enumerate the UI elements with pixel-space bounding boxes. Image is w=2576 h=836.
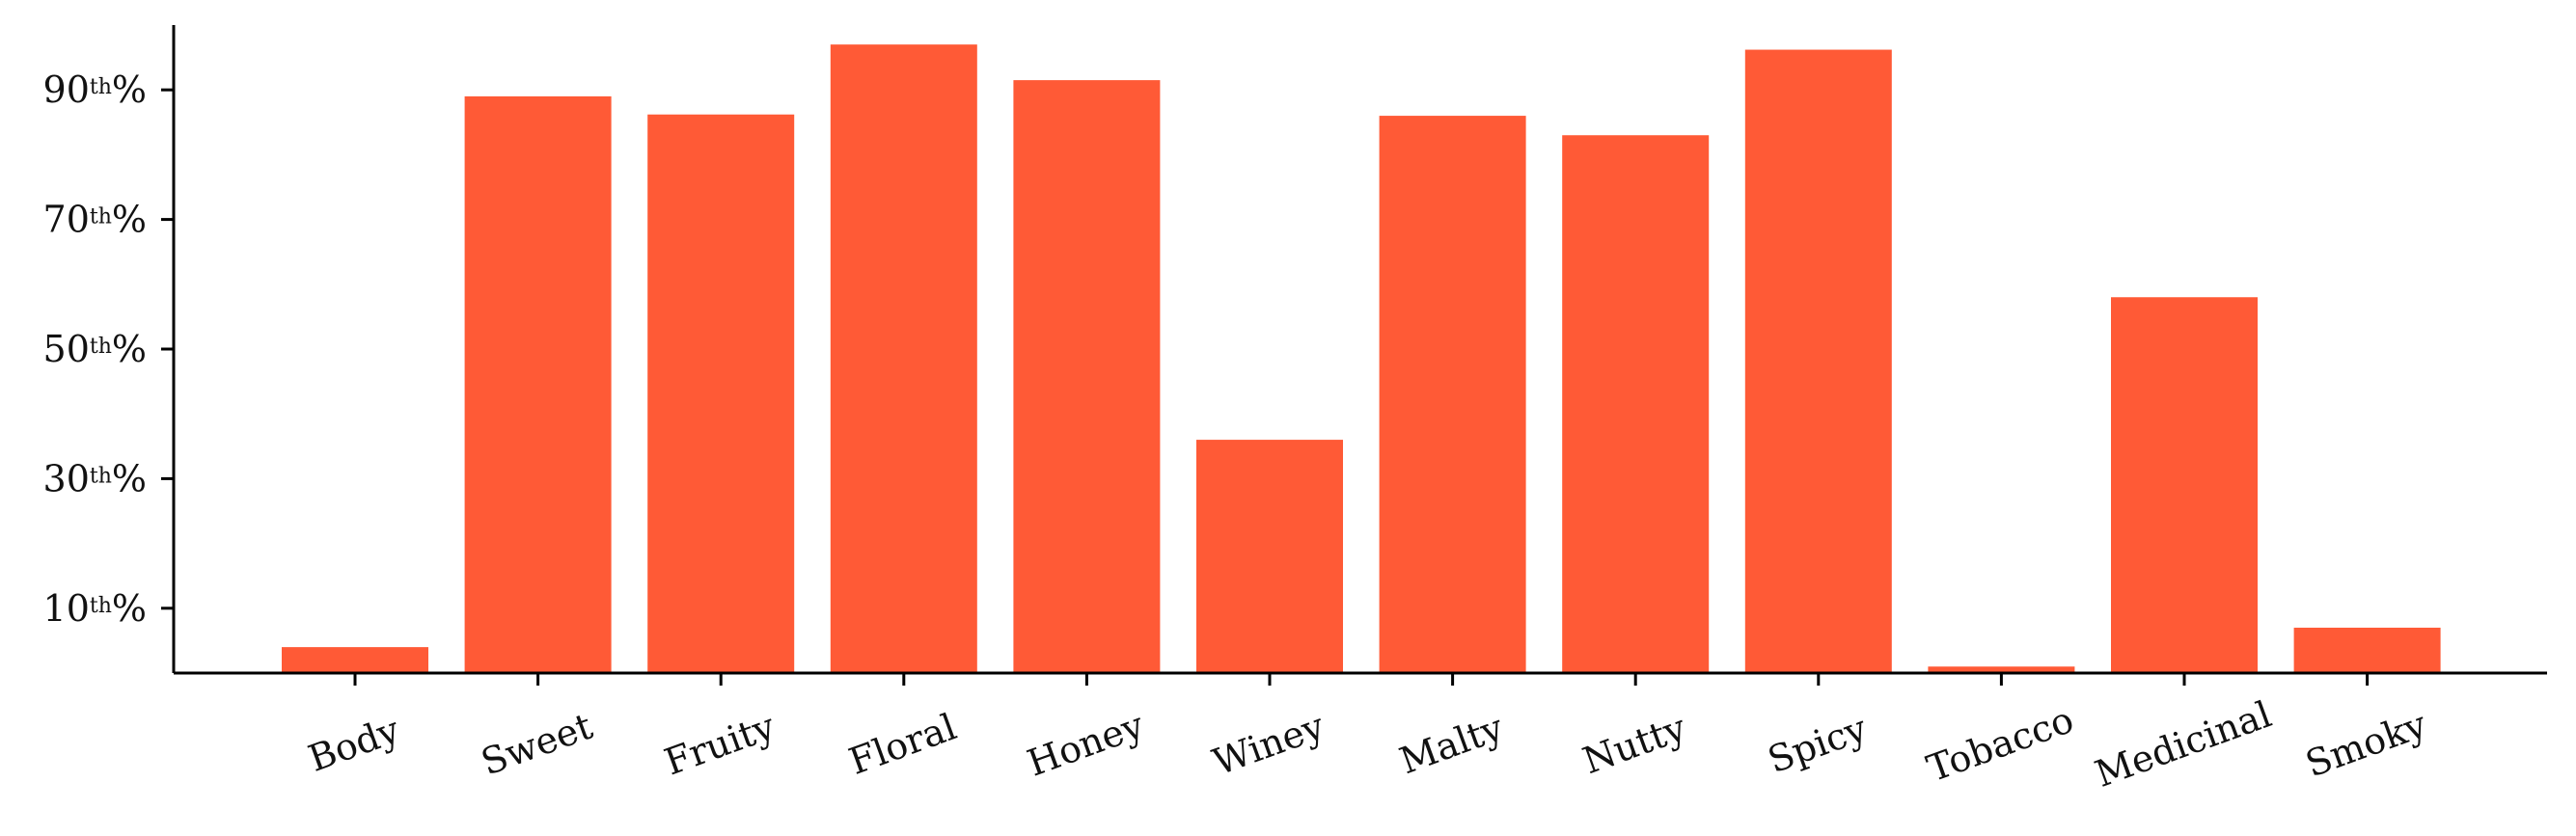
x-tick-label-malty: Malty [1394,706,1509,782]
x-tick-label-medicinal: Medicinal [2090,692,2277,796]
y-axis-ticks: 10th% 30th% 50th% 70th% 90th% [43,68,174,630]
bars-group [282,44,2441,674]
x-tick-label-floral: Floral [843,705,962,782]
y-tick-label-70: 70th% [43,199,147,241]
bar-fruity [647,114,795,673]
bar-nutty [1562,135,1710,674]
x-tick-label-smoky: Smoky [2300,703,2432,786]
bar-honey [1013,80,1161,674]
bar-body [282,647,428,673]
y-tick-label-50: 50th% [43,328,147,370]
x-axis-ticks: Body Sweet Fruity Floral Honey Winey Malty Nutt… [303,673,2432,796]
bar-malty [1379,116,1526,673]
x-tick-label-sweet: Sweet [476,705,598,784]
bar-sweet [464,95,612,674]
x-tick-label-fruity: Fruity [659,705,781,784]
bar-smoky [2293,627,2441,673]
bar-winey [1196,440,1343,673]
x-tick-label-honey: Honey [1022,704,1149,785]
bar-spicy [1744,49,1892,673]
x-tick-label-winey: Winey [1207,705,1329,784]
y-tick-label-90: 90th% [43,68,147,111]
x-tick-label-nutty: Nutty [1577,706,1692,782]
y-tick-label-10: 10th% [43,587,147,630]
bar-floral [830,44,977,674]
y-tick-label-30: 30th% [43,457,147,499]
x-tick-label-spicy: Spicy [1763,707,1873,782]
bar-medicinal [2111,297,2258,673]
x-tick-label-body: Body [303,708,405,780]
x-tick-label-tobacco: Tobacco [1922,698,2079,790]
bar-tobacco [1928,666,2075,673]
